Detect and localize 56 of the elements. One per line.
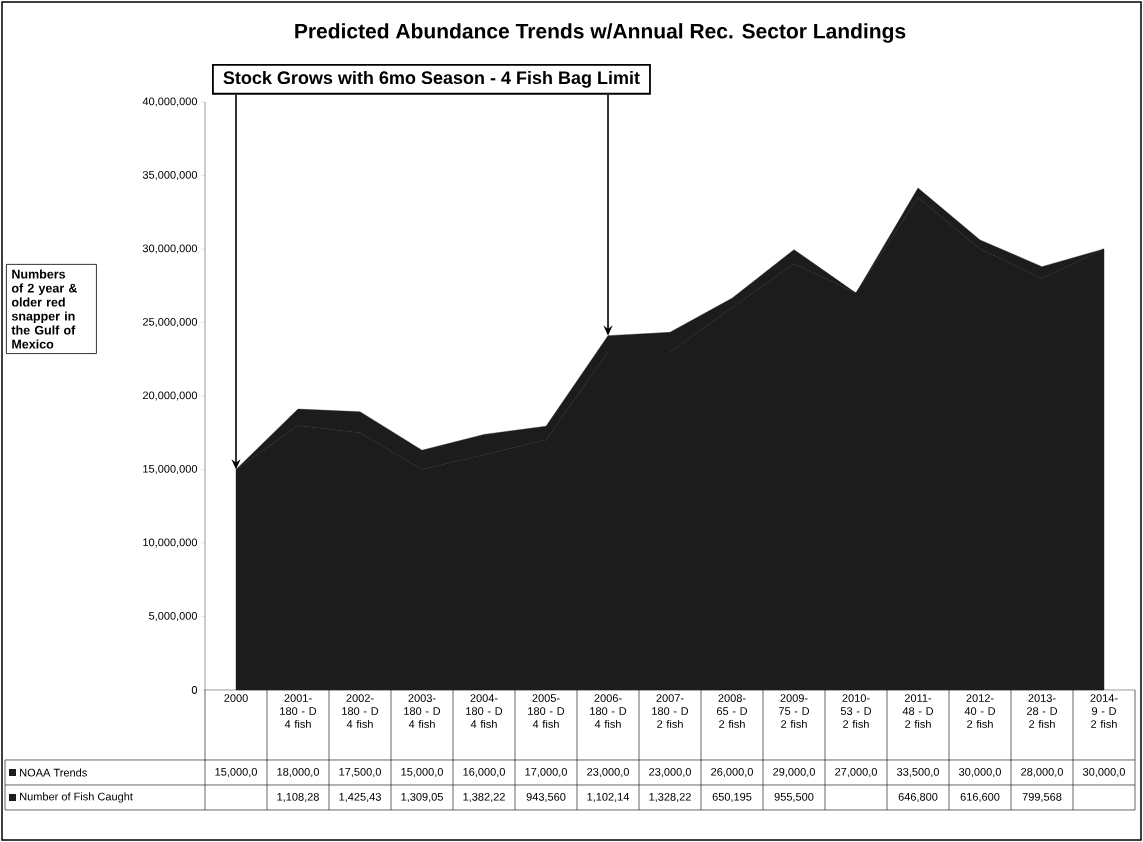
x-tick-label: 2005- 180 - D 4 fish (528, 694, 565, 728)
x-tick-label: 2009- 75 - D 2 fish (778, 694, 810, 728)
x-tick-label: 2000 (224, 694, 248, 702)
data-label: 33,500,0 (897, 767, 939, 778)
data-label: 18,000,0 (277, 767, 319, 778)
legend-label: Number of Fish Caught (20, 792, 133, 803)
y-tick-label: 0 (191, 686, 198, 694)
x-tick-label: 2012- 40 - D 2 fish (964, 694, 996, 728)
data-label: 23,000,0 (649, 767, 691, 778)
data-label: 15,000,0 (401, 767, 443, 778)
x-tick-label: 2014- 9 - D 2 fish (1090, 694, 1118, 728)
data-label: 29,000,0 (773, 767, 815, 778)
y-tick-label: 20,000,000 (142, 391, 198, 401)
y-tick-label: 5,000,000 (148, 611, 198, 622)
data-label: 943,560 (526, 792, 566, 803)
data-label: 1,328,22 (649, 792, 691, 803)
data-label: 17,000,0 (525, 767, 567, 778)
y-tick-label: 15,000,000 (143, 464, 198, 475)
data-label: 26,000,0 (711, 767, 753, 778)
x-tick-label: 2002- 180 - D 4 fish (342, 694, 379, 728)
data-label: 1,102,14 (587, 792, 630, 803)
data-label: 799,568 (1022, 792, 1062, 803)
data-label: 23,000,0 (587, 767, 629, 778)
data-label: 650,195 (712, 792, 752, 803)
y-tick-label: 10,000,000 (143, 538, 198, 548)
x-tick-label: 2008- 65 - D 2 fish (716, 694, 748, 728)
data-label: 15,000,0 (215, 767, 257, 778)
x-tick-label: 2006- 180 - D 4 fish (590, 694, 627, 728)
x-tick-label: 2007- 180 - D 2 fish (652, 694, 689, 728)
y-tick-label: 25,000,000 (142, 317, 198, 328)
text: Stock Grows with 6mo Season - 4 Fish Bag Limit (223, 70, 640, 88)
data-label: 28,000,0 (1021, 767, 1063, 778)
x-tick-label: 2010- 53 - D 2 fish (840, 694, 872, 728)
y-tick-label: 30,000,000 (142, 244, 198, 254)
data-label: 616,600 (960, 792, 1000, 803)
data-label: 30,000,0 (959, 767, 1001, 778)
text: Numbers of 2 year & older red snapper in the Gulf of Mexico (11, 269, 77, 349)
data-label: 16,000,0 (463, 767, 505, 778)
data-label: 1,309,05 (401, 792, 443, 803)
y-tick-label: 40,000,000 (142, 97, 198, 107)
x-tick-label: 2011- 48 - D 2 fish (902, 694, 934, 728)
x-tick-label: 2004- 180 - D 4 fish (466, 694, 503, 728)
data-label: 1,382,22 (463, 792, 505, 803)
data-label: 17,500,0 (339, 767, 381, 778)
data-label: 1,108,28 (277, 792, 319, 803)
x-tick-label: 2001- 180 - D 4 fish (280, 694, 317, 728)
data-label: 646,800 (898, 792, 938, 803)
data-label: 955,500 (774, 792, 814, 803)
data-label: 27,000,0 (835, 767, 877, 778)
data-label: 1,425,43 (339, 792, 381, 803)
data-label: 30,000,0 (1083, 767, 1125, 778)
y-tick-label: 35,000,000 (142, 170, 198, 181)
chart-title: Predicted Abundance Trends w/Annual Rec. Sector Landings (295, 23, 906, 43)
x-tick-label: 2003- 180 - D 4 fish (404, 694, 441, 728)
legend-label: NOAA Trends (20, 768, 87, 777)
x-tick-label: 2013- 28 - D 2 fish (1026, 694, 1058, 728)
